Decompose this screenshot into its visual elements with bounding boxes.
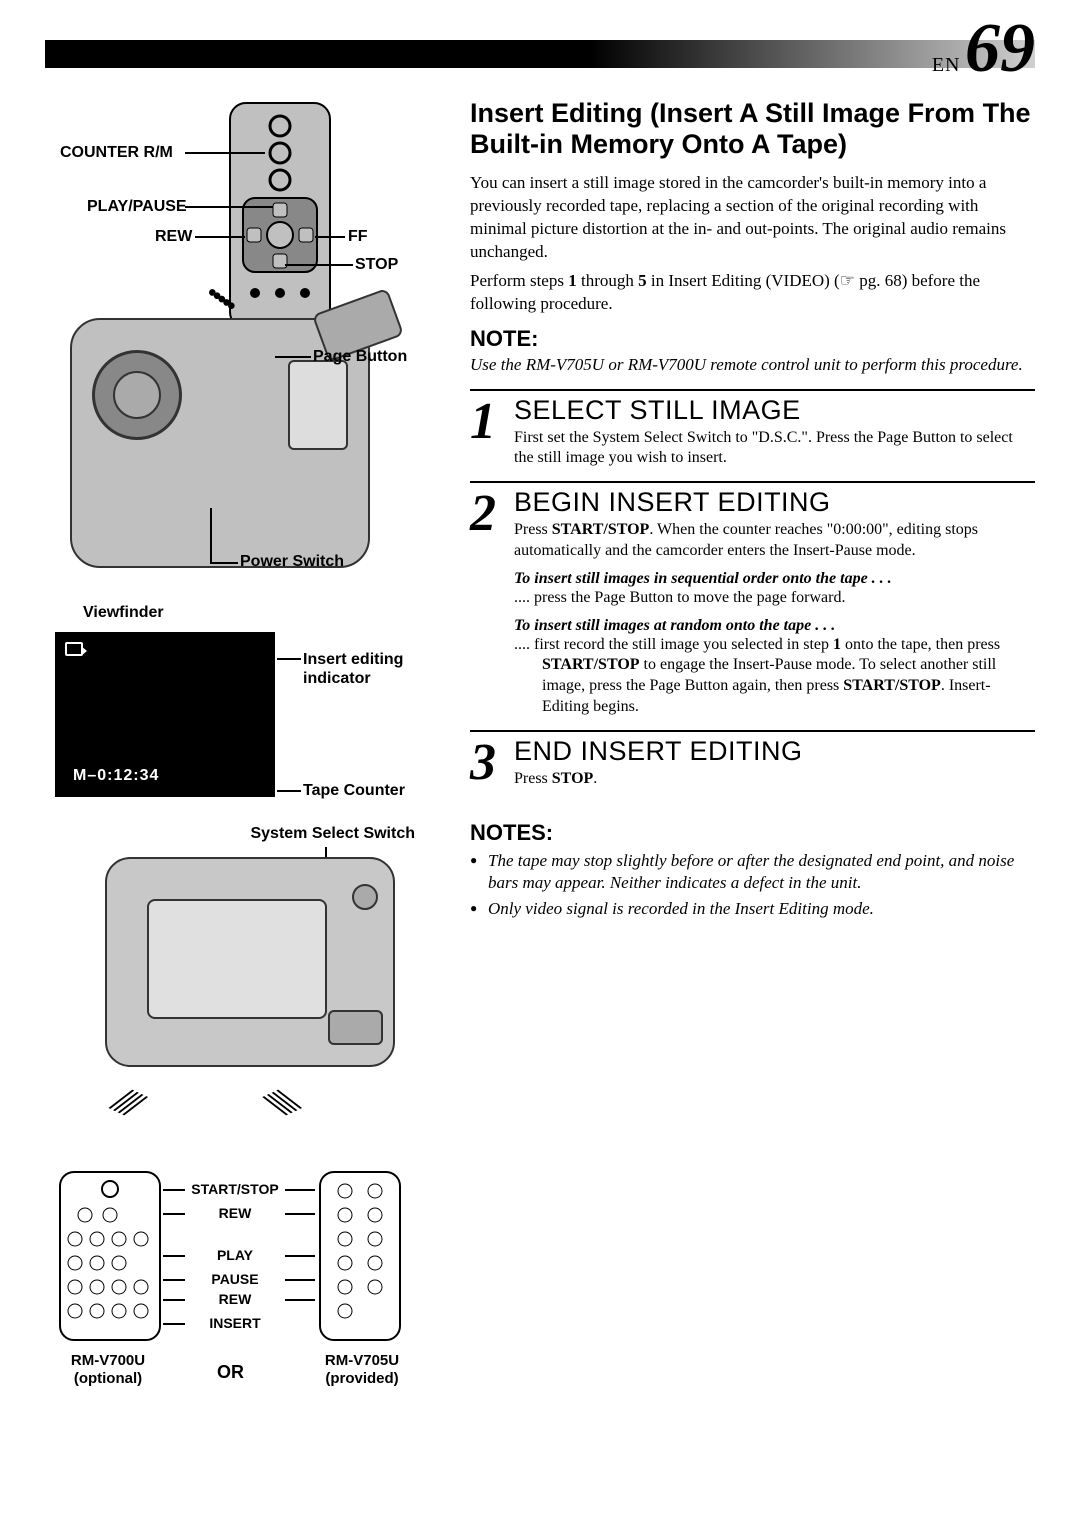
step-2-sub1-heading: To insert still images in sequential ord… <box>514 570 1035 588</box>
left-column: COUNTER R/M PLAY/PAUSE REW FF STOP •••••… <box>45 98 440 1397</box>
step-3-title: END INSERT EDITING <box>514 736 1035 767</box>
notes-list: The tape may stop slightly before or aft… <box>470 850 1035 920</box>
label-rew2: REW <box>185 1291 285 1307</box>
label-tape-counter: Tape Counter <box>303 782 405 800</box>
label-insert-indicator: Insert editing indicator <box>303 650 440 688</box>
main-title: Insert Editing (Insert A Still Image Fro… <box>470 98 1035 160</box>
label-pause: PAUSE <box>185 1271 285 1287</box>
viewfinder-diagram: M–0:12:34 Insert editing indicator Tape … <box>45 632 440 797</box>
camcorder-side-illustration <box>105 857 395 1067</box>
intro-p2: Perform steps 1 through 5 in Insert Edit… <box>470 270 1035 316</box>
note-heading: NOTE: <box>470 326 1035 352</box>
step-3-num: 3 <box>470 750 496 776</box>
top-diagram: COUNTER R/M PLAY/PAUSE REW FF STOP •••••… <box>45 98 440 598</box>
remote-v700u <box>55 1167 165 1347</box>
step-1: 1 SELECT STILL IMAGE First set the Syste… <box>470 389 1035 470</box>
label-counter-rm: COUNTER R/M <box>60 144 173 162</box>
step-1-title: SELECT STILL IMAGE <box>514 395 1035 426</box>
page-num: 69 <box>965 10 1035 87</box>
label-page-button: Page Button <box>313 348 407 366</box>
right-column: Insert Editing (Insert A Still Image Fro… <box>470 98 1035 1397</box>
step-3: 3 END INSERT EDITING Press STOP. <box>470 730 1035 790</box>
page-number: EN 69 <box>932 28 1035 77</box>
step-2-sub1-text: .... press the Page Button to move the p… <box>514 588 1035 609</box>
label-play-pause: PLAY/PAUSE <box>87 198 187 216</box>
step-1-num: 1 <box>470 409 496 435</box>
step-2-sub2-text: .... first record the still image you se… <box>514 635 1035 718</box>
label-ff: FF <box>348 228 368 246</box>
viewfinder-title: Viewfinder <box>83 604 440 622</box>
label-system-select: System Select Switch <box>45 825 415 843</box>
intro-p1: You can insert a still image stored in t… <box>470 172 1035 264</box>
label-rew: REW <box>155 228 192 246</box>
remote-illustration <box>225 98 335 338</box>
remotes-diagram: START/STOP REW PLAY PAUSE REW INSERT RM-… <box>45 1167 440 1397</box>
viewfinder-screen: M–0:12:34 <box>55 632 275 797</box>
signal-waves-left: //// <box>106 1075 144 1126</box>
header-gradient-bar <box>45 40 1035 68</box>
notes-heading: NOTES: <box>470 820 1035 846</box>
label-play: PLAY <box>185 1247 285 1263</box>
label-power-switch: Power Switch <box>240 553 344 571</box>
step-2: 2 BEGIN INSERT EDITING Press START/STOP.… <box>470 481 1035 718</box>
remote-right-name: RM-V705U(provided) <box>307 1352 417 1388</box>
step-2-body: Press START/STOP. When the counter reach… <box>514 520 1035 562</box>
notes-item-1: The tape may stop slightly before or aft… <box>470 850 1035 894</box>
signal-waves-right: //// <box>266 1075 304 1126</box>
label-start-stop: START/STOP <box>185 1181 285 1197</box>
label-rew1: REW <box>185 1205 285 1221</box>
remote-v705u <box>315 1167 405 1347</box>
note-text: Use the RM-V705U or RM-V700U remote cont… <box>470 354 1035 377</box>
step-2-sub2-heading: To insert still images at random onto th… <box>514 617 1035 635</box>
tape-counter-value: M–0:12:34 <box>73 767 159 785</box>
step-2-num: 2 <box>470 501 496 527</box>
step-3-body: Press STOP. <box>514 769 1035 790</box>
or-label: OR <box>217 1362 244 1383</box>
remote-left-name: RM-V700U(optional) <box>53 1352 163 1388</box>
insert-editing-indicator-icon <box>65 642 83 656</box>
page-lang: EN <box>932 54 961 76</box>
label-insert: INSERT <box>185 1315 285 1331</box>
step-2-title: BEGIN INSERT EDITING <box>514 487 1035 518</box>
camcorder-side-diagram: //// //// <box>45 847 440 1167</box>
label-stop: STOP <box>355 256 398 274</box>
notes-item-2: Only video signal is recorded in the Ins… <box>470 898 1035 920</box>
step-1-body: First set the System Select Switch to "D… <box>514 428 1035 470</box>
